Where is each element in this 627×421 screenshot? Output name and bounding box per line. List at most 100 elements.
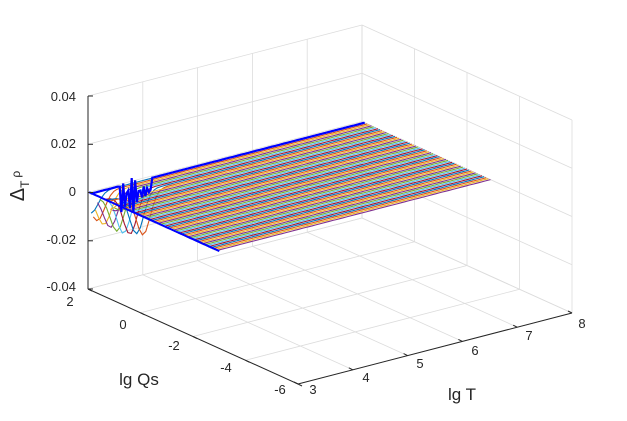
grid-line xyxy=(192,265,468,337)
z-tick-label: 0.04 xyxy=(51,89,76,104)
x-tick-label: 3 xyxy=(309,382,316,397)
y-tick xyxy=(245,359,250,363)
series-line xyxy=(97,125,372,229)
series-line xyxy=(186,165,461,238)
series-line xyxy=(148,148,423,221)
series-line xyxy=(169,157,444,231)
y-tick xyxy=(297,383,303,387)
series-line xyxy=(190,167,466,240)
svg-text:ΔTρ: ΔTρ xyxy=(7,171,32,202)
series-line xyxy=(182,163,457,236)
z-axis-label: ΔTρ xyxy=(7,171,32,202)
x-tick-label: 5 xyxy=(416,356,423,371)
series-line xyxy=(156,152,432,225)
y-tick-label: -6 xyxy=(274,382,286,397)
z-tick-label: -0.02 xyxy=(46,232,76,247)
series-line xyxy=(144,146,419,219)
series-line xyxy=(152,150,427,223)
series-line xyxy=(192,168,468,241)
series-line xyxy=(197,170,472,243)
series-line xyxy=(129,139,404,212)
plot-series xyxy=(88,121,491,253)
z-tick-label: -0.04 xyxy=(46,279,76,294)
series-line xyxy=(199,171,474,244)
z-axis-label-sub2: ρ xyxy=(9,171,23,178)
grid-line xyxy=(361,24,573,121)
z-tick-label: 0 xyxy=(69,184,76,199)
z-tick-label: 0.02 xyxy=(51,136,76,151)
series-line xyxy=(180,162,455,235)
grid-line xyxy=(361,72,573,169)
series-line xyxy=(158,153,434,226)
x-tick xyxy=(403,353,408,357)
series-line xyxy=(173,159,449,232)
series-line xyxy=(114,132,389,211)
y-axis-label: lg Qs xyxy=(119,370,159,389)
x-tick xyxy=(458,338,463,342)
series-line xyxy=(209,176,485,249)
series-line xyxy=(163,155,438,228)
series-line xyxy=(171,158,447,231)
series-line xyxy=(201,172,476,245)
z-axis-label-sub1: T xyxy=(18,180,32,188)
y-tick-label: 0 xyxy=(119,317,126,332)
series-line xyxy=(92,123,368,222)
series-line xyxy=(94,124,370,225)
x-tick xyxy=(567,310,573,314)
series-line xyxy=(146,147,421,220)
series-line xyxy=(216,179,491,252)
y-tick xyxy=(140,312,145,316)
x-tick xyxy=(348,367,354,371)
series-line xyxy=(207,175,483,248)
grid-line xyxy=(140,241,415,314)
x-tick-labels: 3 4 5 6 7 8 xyxy=(309,316,585,397)
y-tick xyxy=(192,336,198,339)
series-line xyxy=(150,149,425,222)
series-line xyxy=(161,154,436,227)
grid-line xyxy=(245,288,520,361)
series-line xyxy=(178,161,453,234)
series-line xyxy=(139,144,415,217)
x-tick-label: 4 xyxy=(362,370,369,385)
series-line xyxy=(99,126,374,233)
grid-line xyxy=(87,217,363,290)
series-line xyxy=(212,177,487,250)
series-line xyxy=(141,145,417,218)
series-line xyxy=(175,160,451,233)
x-tick xyxy=(512,324,518,328)
series-line xyxy=(165,156,440,229)
series-line xyxy=(133,141,408,214)
x-tick-label: 8 xyxy=(578,316,585,331)
series-line xyxy=(214,178,489,251)
series-line xyxy=(120,135,396,208)
z-axis-label-main: Δ xyxy=(7,188,29,201)
series-line xyxy=(110,131,385,210)
series-line xyxy=(116,133,391,207)
series-line xyxy=(135,142,410,215)
series-line xyxy=(118,134,393,207)
series-line xyxy=(205,174,480,247)
grid-line xyxy=(87,121,363,193)
x-tick-label: 7 xyxy=(525,328,532,343)
series-line xyxy=(167,156,442,230)
x-tick-label: 6 xyxy=(471,343,478,358)
highlight-edge xyxy=(88,191,220,253)
series-line xyxy=(203,173,478,246)
y-tick-label: 2 xyxy=(66,294,73,309)
grid-line xyxy=(87,72,363,145)
y-tick-labels: 2 0 -2 -4 -6 xyxy=(66,294,285,397)
series-line xyxy=(122,136,398,209)
x-axis-label: lg T xyxy=(448,385,476,404)
series-line xyxy=(188,166,464,239)
series-line xyxy=(195,169,470,242)
x-axis-line xyxy=(297,312,573,385)
highlight-line xyxy=(90,121,365,213)
series-line xyxy=(112,131,387,212)
y-tick-label: -4 xyxy=(220,360,232,375)
grid-line xyxy=(87,24,363,97)
series-line xyxy=(131,140,406,213)
series-line xyxy=(103,128,379,235)
series-line xyxy=(124,137,400,210)
series-line xyxy=(154,151,430,224)
